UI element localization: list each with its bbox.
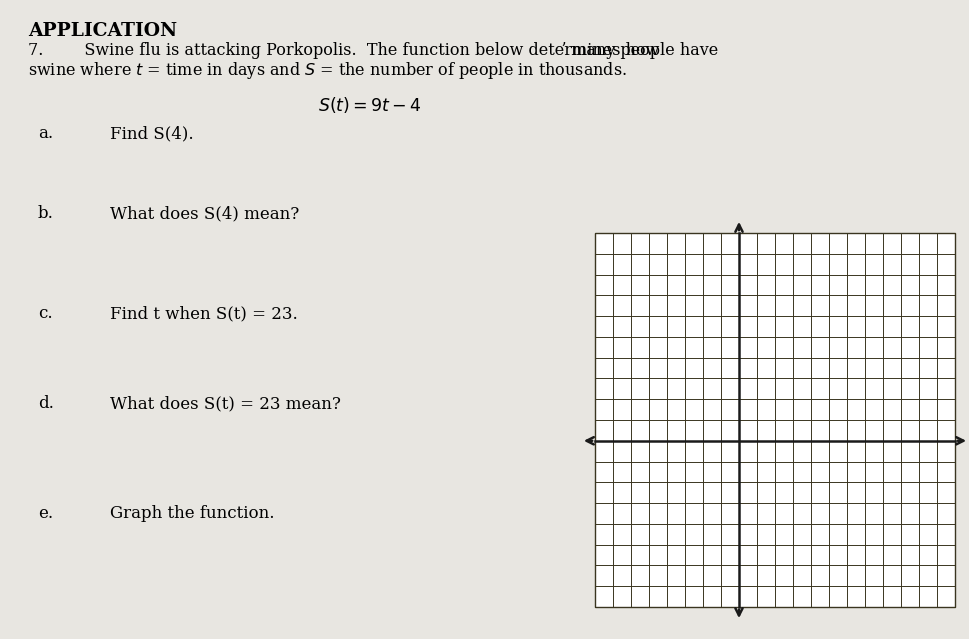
Text: Find S(4).: Find S(4). [109, 125, 194, 142]
Text: What does S(t) = 23 mean?: What does S(t) = 23 mean? [109, 395, 340, 412]
Text: Graph the function.: Graph the function. [109, 505, 274, 522]
Text: Find t when S(t) = 23.: Find t when S(t) = 23. [109, 305, 297, 322]
Text: $S(t) = 9t - 4$: $S(t) = 9t - 4$ [318, 95, 422, 115]
Text: a.: a. [38, 125, 53, 142]
Text: APPLICATION: APPLICATION [28, 22, 177, 40]
Text: What does S(4) mean?: What does S(4) mean? [109, 205, 299, 222]
Text: b.: b. [38, 205, 54, 222]
Text: swine where $t$ = time in days and $S$ = the number of people in thousands.: swine where $t$ = time in days and $S$ =… [28, 60, 626, 81]
Text: d.: d. [38, 395, 54, 412]
Text: c.: c. [38, 305, 52, 322]
Text: ʼ many people have: ʼ many people have [28, 42, 717, 59]
Text: 7.        Swine flu is attacking Porkopolis.  The function below determines how: 7. Swine flu is attacking Porkopolis. Th… [28, 42, 659, 59]
Bar [594, 233, 954, 607]
Text: e.: e. [38, 505, 53, 522]
